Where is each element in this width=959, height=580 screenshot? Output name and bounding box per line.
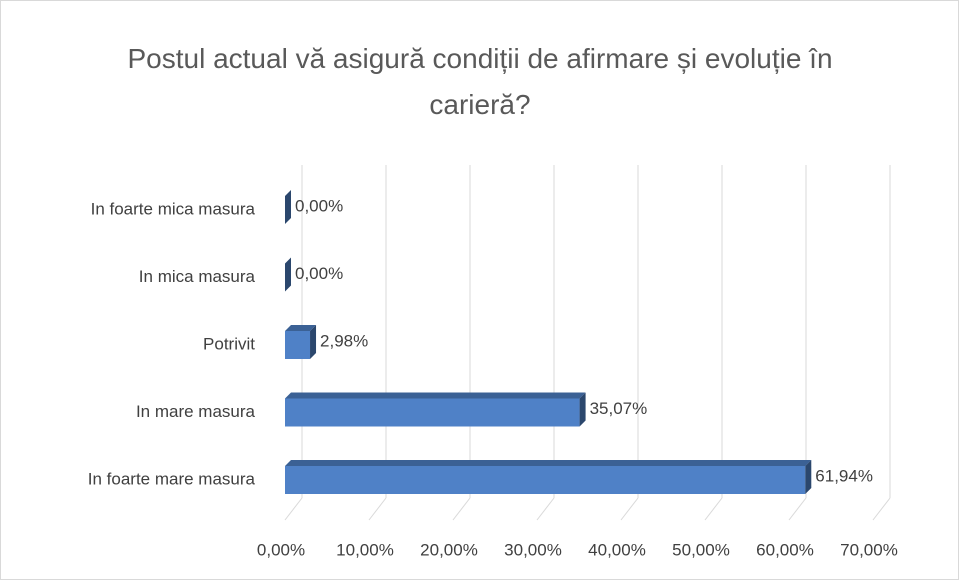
bar-top	[285, 460, 812, 466]
floor-line	[368, 497, 387, 521]
x-tick-label: 40,00%	[588, 540, 646, 559]
bar	[285, 398, 580, 427]
y-tick-label: In mica masura	[139, 267, 256, 286]
bar-side	[285, 257, 291, 292]
y-tick-label: In foarte mare masura	[88, 469, 256, 488]
bar-top	[285, 392, 586, 399]
floor-line	[284, 497, 303, 521]
floor-line	[620, 497, 639, 521]
data-label: 61,94%	[815, 466, 873, 485]
floor-line	[704, 497, 723, 521]
y-tick-label: In foarte mica masura	[91, 199, 256, 218]
bar-side	[805, 460, 812, 494]
x-tick-label: 60,00%	[756, 540, 814, 559]
floor-line	[788, 497, 807, 521]
bar	[285, 331, 311, 359]
bar-side	[310, 325, 317, 359]
y-tick-label: In mare masura	[136, 402, 256, 421]
floor-line	[536, 497, 555, 521]
data-label: 35,07%	[590, 399, 648, 418]
bar-side	[285, 190, 291, 224]
floor-line	[872, 497, 891, 521]
x-tick-label: 70,00%	[840, 540, 898, 559]
bar-side	[579, 392, 586, 427]
x-tick-label: 0,00%	[257, 540, 305, 559]
chart-title: Postul actual vă asigură condiții de afi…	[127, 43, 833, 120]
data-label: 0,00%	[295, 264, 343, 283]
x-tick-label: 20,00%	[420, 540, 478, 559]
x-tick-label: 30,00%	[504, 540, 562, 559]
data-label: 2,98%	[320, 331, 368, 350]
y-tick-label: Potrivit	[203, 334, 255, 353]
x-tick-label: 50,00%	[672, 540, 730, 559]
bar-top	[285, 325, 317, 331]
floor-line	[452, 497, 471, 521]
x-tick-label: 10,00%	[336, 540, 394, 559]
bar	[285, 466, 806, 494]
data-label: 0,00%	[295, 196, 343, 215]
